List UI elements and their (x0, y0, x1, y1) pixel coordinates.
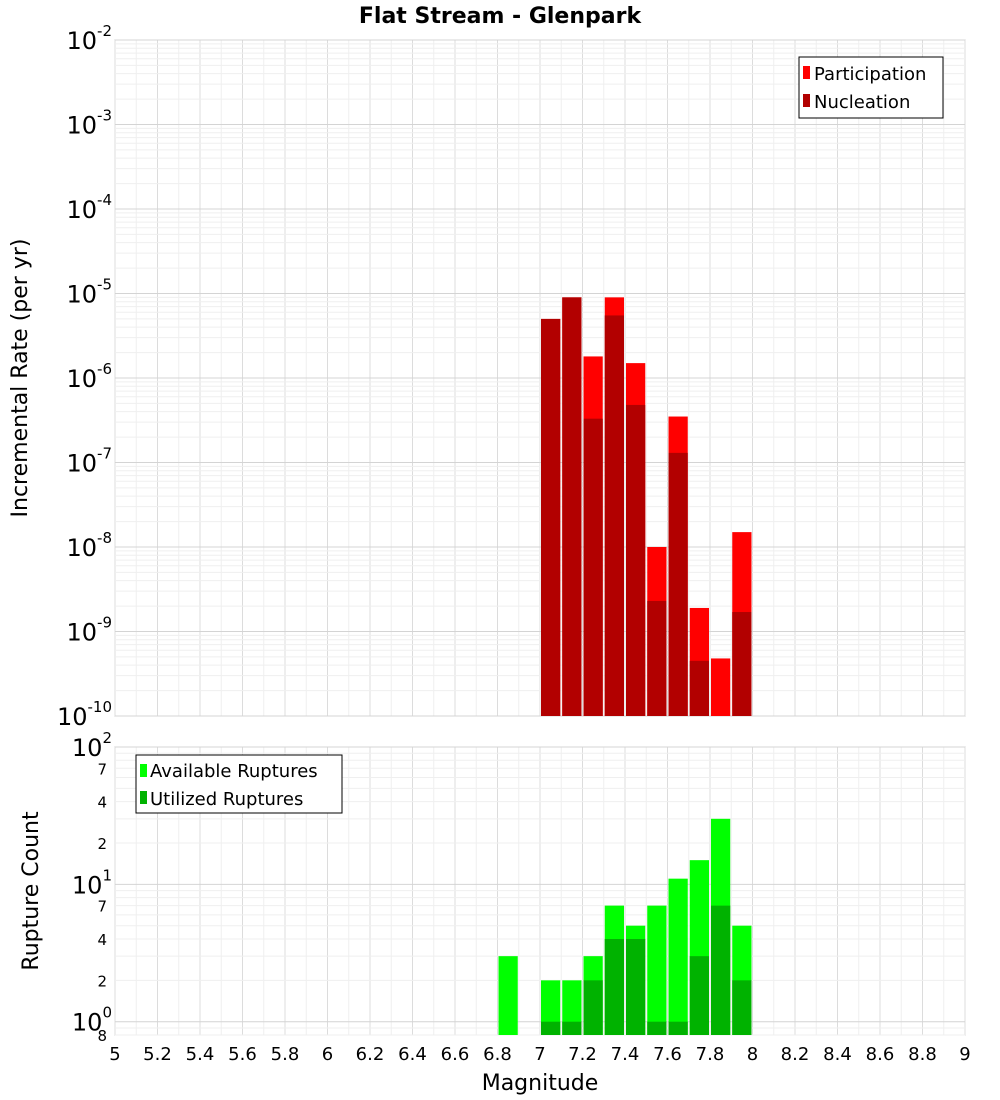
rate-y-tick-label: 10-2 (66, 22, 112, 55)
legend-available-swatch (140, 764, 147, 777)
rate-bars (541, 297, 752, 716)
count-utilized-ruptures-bar (711, 905, 731, 1035)
x-axis-label: Magnitude (482, 1071, 599, 1096)
rate-y-axis-label: Incremental Rate (per yr) (8, 239, 33, 518)
x-tick-label: 5.4 (186, 1044, 215, 1065)
x-tick-label: 8.2 (781, 1044, 810, 1065)
x-tick-label: 7.2 (568, 1044, 597, 1065)
legend-participation-swatch (803, 66, 810, 79)
rate-legend-box (798, 56, 944, 119)
x-tick-label: 6.8 (483, 1044, 512, 1065)
x-tick-label: 8.4 (823, 1044, 852, 1065)
count-available-ruptures-bar (562, 980, 582, 1035)
count-y-axis-label: Rupture Count (19, 811, 44, 971)
x-tick-label: 8 (747, 1044, 758, 1065)
count-bars (498, 818, 752, 1035)
rate-nucleation-bar (668, 452, 688, 716)
rate-y-tick-label: 10-9 (66, 614, 112, 647)
count-utilized-ruptures-bar (668, 1021, 688, 1035)
rate-nucleation-bar (583, 418, 603, 716)
x-tick-label: 8.8 (908, 1044, 937, 1065)
count-y-ticks: 102 101 100 7 4 2 7 4 2 8 (72, 729, 112, 1045)
x-tick-label: 5.6 (228, 1044, 257, 1065)
count-available-ruptures-bar (668, 878, 688, 1035)
x-tick-label: 6 (322, 1044, 333, 1065)
rate-legend: Participation Nucleation (798, 56, 944, 119)
count-utilized-ruptures-bar (583, 980, 603, 1035)
count-y-minor-tick-label: 2 (97, 972, 107, 990)
rate-y-tick-label: 10-3 (66, 107, 112, 140)
rate-y-ticks: 10-10 10-9 10-8 10-7 10-6 10-5 10-4 10-3 10-2 (57, 22, 112, 731)
x-tick-label: 9 (959, 1044, 970, 1065)
rate-y-tick-label: 10-4 (66, 191, 112, 224)
count-available-ruptures-bar (498, 956, 518, 1035)
count-utilized-ruptures-bar (604, 939, 624, 1035)
count-legend: Available Ruptures Utilized Ruptures (135, 754, 343, 814)
legend-available-label: Available Ruptures (150, 761, 318, 782)
count-utilized-ruptures-bar (732, 980, 752, 1035)
chart-title: Flat Stream - Glenpark (359, 4, 643, 29)
rate-y-tick-label: 10-8 (66, 529, 112, 562)
legend-nucleation-label: Nucleation (814, 92, 910, 113)
x-tick-label: 8.6 (866, 1044, 895, 1065)
legend-nucleation-swatch (803, 94, 810, 107)
count-y-tick-label: 100 (72, 1004, 112, 1037)
x-tick-label: 6.4 (398, 1044, 427, 1065)
count-y-minor-tick-label: 8 (97, 1027, 107, 1045)
rate-participation-bar (711, 658, 731, 716)
x-tick-label: 7.8 (696, 1044, 725, 1065)
x-tick-label: 7.6 (653, 1044, 682, 1065)
x-ticks: 5 5.2 5.4 5.6 5.8 6 6.2 6.4 6.6 6.8 7 7.2 7.4 7.6 7.8 8… (109, 1044, 970, 1065)
count-y-tick-label: 101 (72, 866, 112, 899)
x-tick-label: 6.2 (356, 1044, 385, 1065)
count-legend-box (135, 754, 343, 814)
count-utilized-ruptures-bar (626, 939, 646, 1035)
rate-y-tick-label: 10-5 (66, 276, 112, 309)
x-tick-label: 6.6 (441, 1044, 470, 1065)
x-tick-label: 7.4 (611, 1044, 640, 1065)
count-available-ruptures-bar (541, 980, 561, 1035)
rate-nucleation-bar (562, 297, 582, 716)
count-y-minor-tick-label: 2 (97, 835, 107, 853)
count-utilized-ruptures-bar (541, 1021, 561, 1035)
rate-panel: 10-10 10-9 10-8 10-7 10-6 10-5 10-4 10-3 10-2 In… (8, 22, 966, 731)
count-y-minor-tick-label: 4 (97, 794, 107, 812)
rate-nucleation-bar (647, 600, 667, 716)
x-tick-label: 5 (109, 1044, 120, 1065)
rate-nucleation-bar (732, 612, 752, 716)
count-panel: 102 101 100 7 4 2 7 4 2 8 5 5.2 5.4 5.6 5.8 6 6.2 6.4 6.6… (19, 729, 971, 1096)
count-y-tick-label: 102 (72, 729, 112, 762)
count-available-ruptures-bar (647, 905, 667, 1035)
legend-participation-label: Participation (814, 64, 926, 85)
count-utilized-ruptures-bar (689, 956, 709, 1035)
rate-nucleation-bar (626, 404, 646, 716)
legend-utilized-swatch (140, 791, 147, 804)
rate-grid (114, 39, 966, 717)
rate-nucleation-bar (689, 660, 709, 716)
rate-y-tick-label: 10-6 (66, 360, 112, 393)
rate-nucleation-bar (604, 315, 624, 716)
x-tick-label: 7 (534, 1044, 545, 1065)
legend-utilized-label: Utilized Ruptures (150, 789, 303, 810)
count-y-minor-tick-label: 4 (97, 931, 107, 949)
count-y-minor-tick-label: 7 (97, 898, 107, 916)
count-utilized-ruptures-bar (562, 1021, 582, 1035)
x-tick-label: 5.8 (271, 1044, 300, 1065)
rate-y-tick-label: 10-7 (66, 445, 112, 478)
count-utilized-ruptures-bar (647, 1021, 667, 1035)
count-y-minor-tick-label: 7 (97, 760, 107, 778)
rate-nucleation-bar (541, 318, 561, 716)
rate-y-tick-label: 10-10 (57, 698, 112, 731)
x-tick-label: 5.2 (143, 1044, 172, 1065)
